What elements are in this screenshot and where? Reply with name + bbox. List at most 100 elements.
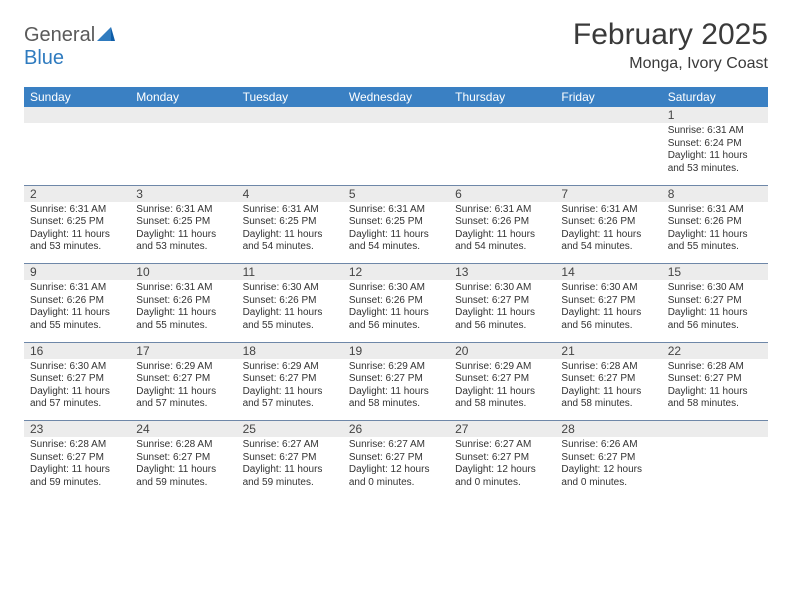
sunrise-text: Sunrise: 6:28 AM	[30, 439, 124, 452]
sunset-text: Sunset: 6:27 PM	[668, 373, 762, 386]
sunset-text: Sunset: 6:26 PM	[561, 216, 655, 229]
sunset-text: Sunset: 6:26 PM	[243, 295, 337, 308]
brand-logo: General Blue	[24, 18, 115, 70]
sunset-text: Sunset: 6:26 PM	[136, 295, 230, 308]
day-detail-cell	[343, 123, 449, 185]
day-number-cell: 12	[343, 264, 449, 281]
day-number-cell	[555, 107, 661, 123]
sunrise-text: Sunrise: 6:31 AM	[136, 204, 230, 217]
sunset-text: Sunset: 6:27 PM	[455, 295, 549, 308]
day-header: Monday	[130, 87, 236, 107]
day-detail-cell: Sunrise: 6:31 AMSunset: 6:25 PMDaylight:…	[130, 202, 236, 264]
daylight-text: Daylight: 12 hours and 0 minutes.	[561, 464, 655, 489]
sunset-text: Sunset: 6:27 PM	[455, 373, 549, 386]
day-detail-cell	[24, 123, 130, 185]
calendar-page: General Blue February 2025 Monga, Ivory …	[0, 0, 792, 499]
day-number-cell	[343, 107, 449, 123]
daylight-text: Daylight: 11 hours and 53 minutes.	[136, 229, 230, 254]
day-detail-cell	[237, 123, 343, 185]
day-detail-cell: Sunrise: 6:29 AMSunset: 6:27 PMDaylight:…	[343, 359, 449, 421]
day-number-cell: 8	[662, 185, 768, 202]
sail-icon	[97, 25, 115, 46]
daylight-text: Daylight: 11 hours and 58 minutes.	[455, 386, 549, 411]
day-detail-row: Sunrise: 6:31 AMSunset: 6:24 PMDaylight:…	[24, 123, 768, 185]
day-detail-cell: Sunrise: 6:30 AMSunset: 6:26 PMDaylight:…	[237, 280, 343, 342]
sunrise-text: Sunrise: 6:30 AM	[668, 282, 762, 295]
day-detail-cell: Sunrise: 6:30 AMSunset: 6:27 PMDaylight:…	[449, 280, 555, 342]
daylight-text: Daylight: 11 hours and 57 minutes.	[30, 386, 124, 411]
day-number-cell: 17	[130, 342, 236, 359]
day-header: Sunday	[24, 87, 130, 107]
sunset-text: Sunset: 6:25 PM	[243, 216, 337, 229]
day-number-cell: 3	[130, 185, 236, 202]
daylight-text: Daylight: 11 hours and 55 minutes.	[30, 307, 124, 332]
month-title: February 2025	[573, 18, 768, 51]
sunrise-text: Sunrise: 6:26 AM	[561, 439, 655, 452]
sunset-text: Sunset: 6:27 PM	[30, 373, 124, 386]
daylight-text: Daylight: 11 hours and 53 minutes.	[30, 229, 124, 254]
day-detail-cell: Sunrise: 6:31 AMSunset: 6:25 PMDaylight:…	[343, 202, 449, 264]
sunset-text: Sunset: 6:27 PM	[30, 452, 124, 465]
title-block: February 2025 Monga, Ivory Coast	[573, 18, 768, 73]
day-detail-cell: Sunrise: 6:31 AMSunset: 6:26 PMDaylight:…	[449, 202, 555, 264]
day-number-cell: 16	[24, 342, 130, 359]
brand-part1: General	[24, 24, 95, 46]
sunset-text: Sunset: 6:25 PM	[30, 216, 124, 229]
daylight-text: Daylight: 11 hours and 56 minutes.	[668, 307, 762, 332]
sunrise-text: Sunrise: 6:30 AM	[30, 361, 124, 374]
sunset-text: Sunset: 6:26 PM	[455, 216, 549, 229]
day-detail-cell: Sunrise: 6:31 AMSunset: 6:24 PMDaylight:…	[662, 123, 768, 185]
day-detail-row: Sunrise: 6:30 AMSunset: 6:27 PMDaylight:…	[24, 359, 768, 421]
sunset-text: Sunset: 6:27 PM	[561, 452, 655, 465]
sunrise-text: Sunrise: 6:28 AM	[136, 439, 230, 452]
daylight-text: Daylight: 11 hours and 55 minutes.	[136, 307, 230, 332]
daylight-text: Daylight: 11 hours and 55 minutes.	[243, 307, 337, 332]
daylight-text: Daylight: 11 hours and 56 minutes.	[455, 307, 549, 332]
day-number-cell: 11	[237, 264, 343, 281]
sunrise-text: Sunrise: 6:31 AM	[668, 204, 762, 217]
day-detail-cell: Sunrise: 6:30 AMSunset: 6:26 PMDaylight:…	[343, 280, 449, 342]
day-number-row: 2345678	[24, 185, 768, 202]
page-header: General Blue February 2025 Monga, Ivory …	[24, 18, 768, 73]
day-number-cell: 10	[130, 264, 236, 281]
day-number-cell: 25	[237, 421, 343, 438]
day-detail-cell: Sunrise: 6:30 AMSunset: 6:27 PMDaylight:…	[24, 359, 130, 421]
sunrise-text: Sunrise: 6:31 AM	[136, 282, 230, 295]
sunrise-text: Sunrise: 6:27 AM	[243, 439, 337, 452]
sunrise-text: Sunrise: 6:29 AM	[243, 361, 337, 374]
day-number-cell: 2	[24, 185, 130, 202]
daylight-text: Daylight: 12 hours and 0 minutes.	[455, 464, 549, 489]
day-number-cell: 4	[237, 185, 343, 202]
sunrise-text: Sunrise: 6:27 AM	[349, 439, 443, 452]
day-number-cell: 27	[449, 421, 555, 438]
day-detail-row: Sunrise: 6:31 AMSunset: 6:25 PMDaylight:…	[24, 202, 768, 264]
daylight-text: Daylight: 11 hours and 58 minutes.	[349, 386, 443, 411]
day-header: Tuesday	[237, 87, 343, 107]
sunset-text: Sunset: 6:27 PM	[349, 452, 443, 465]
day-detail-cell: Sunrise: 6:31 AMSunset: 6:25 PMDaylight:…	[237, 202, 343, 264]
day-detail-cell: Sunrise: 6:26 AMSunset: 6:27 PMDaylight:…	[555, 437, 661, 499]
brand-text: General Blue	[24, 24, 115, 70]
day-number-cell: 20	[449, 342, 555, 359]
sunrise-text: Sunrise: 6:31 AM	[243, 204, 337, 217]
daylight-text: Daylight: 11 hours and 57 minutes.	[243, 386, 337, 411]
sunset-text: Sunset: 6:27 PM	[243, 452, 337, 465]
sunrise-text: Sunrise: 6:31 AM	[561, 204, 655, 217]
sunrise-text: Sunrise: 6:30 AM	[561, 282, 655, 295]
day-detail-row: Sunrise: 6:31 AMSunset: 6:26 PMDaylight:…	[24, 280, 768, 342]
day-number-cell: 14	[555, 264, 661, 281]
sunset-text: Sunset: 6:25 PM	[349, 216, 443, 229]
day-number-cell: 7	[555, 185, 661, 202]
daylight-text: Daylight: 11 hours and 58 minutes.	[561, 386, 655, 411]
brand-part2: Blue	[24, 47, 64, 69]
day-detail-cell: Sunrise: 6:28 AMSunset: 6:27 PMDaylight:…	[130, 437, 236, 499]
sunset-text: Sunset: 6:26 PM	[668, 216, 762, 229]
daylight-text: Daylight: 11 hours and 56 minutes.	[561, 307, 655, 332]
sunrise-text: Sunrise: 6:29 AM	[349, 361, 443, 374]
sunrise-text: Sunrise: 6:30 AM	[349, 282, 443, 295]
day-number-cell: 9	[24, 264, 130, 281]
daylight-text: Daylight: 11 hours and 54 minutes.	[561, 229, 655, 254]
sunset-text: Sunset: 6:27 PM	[455, 452, 549, 465]
day-number-cell: 23	[24, 421, 130, 438]
day-number-cell: 21	[555, 342, 661, 359]
